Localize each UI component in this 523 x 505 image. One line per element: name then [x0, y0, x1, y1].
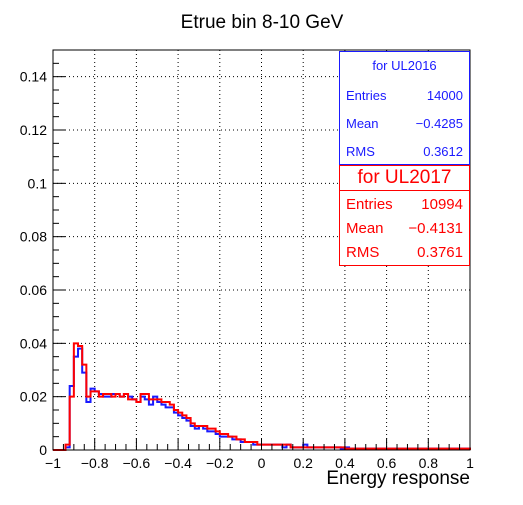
y-tick-label: 0.12 [20, 122, 47, 138]
stats-value: 14000 [426, 88, 463, 103]
stats-label: Entries [346, 196, 393, 213]
x-axis-label: Energy response [326, 468, 470, 489]
stats-value: −0.4285 [415, 116, 463, 131]
y-tick-label: 0.08 [20, 229, 47, 245]
y-axis-ticks: 0 0.02 0.04 0.06 0.08 0.1 0.12 0.14 [20, 62, 65, 458]
stats-value: 10994 [421, 196, 463, 213]
x-tick-label: 1 [466, 455, 474, 471]
x-tick-label: 0.2 [293, 455, 313, 471]
stats-row-entries: Entries 14000 [340, 88, 469, 103]
stats-label: Mean [346, 220, 384, 237]
y-tick-label: 0.02 [20, 389, 47, 405]
stats-value: 0.3761 [417, 244, 463, 261]
stats-value: 0.3612 [423, 144, 463, 159]
histogram-series [53, 342, 471, 451]
stats-title: for UL2017 [340, 165, 469, 191]
x-tick-label: 0.8 [419, 455, 439, 471]
chart-title: Etrue bin 8-10 GeV [181, 12, 344, 33]
y-tick-label: 0.06 [20, 282, 47, 298]
stats-row-mean: Mean −0.4285 [340, 116, 469, 131]
stats-row-rms: RMS 0.3612 [340, 144, 469, 159]
stats-row-mean: Mean −0.4131 [340, 220, 469, 237]
stats-row-entries: Entries 10994 [340, 196, 469, 213]
x-tick-label: −1 [45, 455, 61, 471]
stats-box-ul2016: for UL2016 Entries 14000 Mean −0.4285 RM… [339, 51, 470, 165]
x-tick-label: −0.4 [164, 455, 192, 471]
y-tick-label: 0.14 [20, 69, 47, 85]
x-tick-label: −0.8 [81, 455, 109, 471]
y-tick-label: 0.1 [28, 175, 48, 191]
x-tick-label: 0.6 [377, 455, 397, 471]
stats-label: Entries [346, 88, 387, 103]
stats-value: −0.4131 [408, 220, 463, 237]
x-axis-ticks: −1 −0.8 −0.6 −0.4 −0.2 0 0.2 0.4 0.6 0.8 1 [45, 438, 474, 471]
stats-row-rms: RMS 0.3761 [340, 244, 469, 261]
x-tick-label: −0.2 [206, 455, 234, 471]
stats-box-ul2017: for UL2017 Entries 10994 Mean −0.4131 RM… [339, 165, 470, 266]
x-tick-label: 0.4 [335, 455, 355, 471]
stats-title: for UL2016 [372, 58, 437, 73]
stats-label: RMS [346, 244, 380, 261]
x-tick-label: −0.6 [123, 455, 151, 471]
stats-label: RMS [346, 144, 375, 159]
stats-label: Mean [346, 116, 379, 131]
x-tick-label: 0 [258, 455, 266, 471]
y-tick-label: 0.04 [20, 335, 47, 351]
y-tick-label: 0 [39, 442, 47, 458]
histogram-ul2017 [53, 342, 471, 451]
